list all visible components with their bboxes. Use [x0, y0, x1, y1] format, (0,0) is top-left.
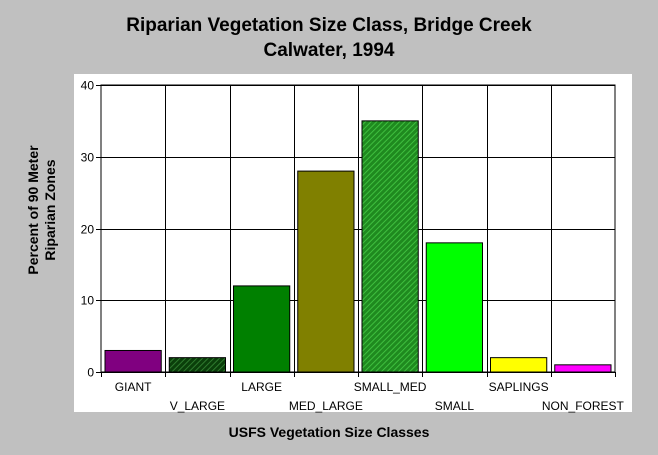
- y-tick-label: 40: [81, 79, 95, 93]
- x-tick-label: MED_LARGE: [289, 399, 363, 413]
- x-axis-label: USFS Vegetation Size Classes: [228, 424, 430, 440]
- bar-med-large: [297, 170, 355, 373]
- x-tick-label: SMALL: [435, 399, 475, 413]
- x-tick-label: LARGE: [241, 380, 282, 394]
- bar-saplings: [490, 357, 548, 373]
- bar-large: [233, 285, 291, 373]
- x-tick-label: GIANT: [115, 380, 152, 394]
- x-tick-label: NON_FOREST: [542, 399, 625, 413]
- chart-title-line-2: Calwater, 1994: [263, 40, 395, 61]
- x-tick-label: V_LARGE: [170, 399, 225, 413]
- y-axis-label-line-1: Percent of 90 Meter: [25, 145, 41, 275]
- chart-title-line-1: Riparian Vegetation Size Class, Bridge C…: [126, 15, 532, 36]
- bar-non-forest: [554, 364, 612, 373]
- y-tick-label: 0: [87, 366, 94, 380]
- x-tick-label: SMALL_MED: [354, 380, 427, 394]
- y-tick-label: 30: [81, 151, 95, 165]
- bar-v-large: [168, 357, 226, 373]
- y-axis-label-line-2: Riparian Zones: [42, 159, 58, 261]
- x-tick-label: SAPLINGS: [489, 380, 549, 394]
- bar-small-med: [361, 120, 419, 373]
- y-axis-label: Percent of 90 Meter Riparian Zones: [25, 145, 59, 274]
- y-tick-label: 10: [81, 294, 95, 308]
- bar-giant: [104, 349, 162, 373]
- bar-small: [425, 242, 483, 373]
- y-tick-label: 20: [81, 223, 95, 237]
